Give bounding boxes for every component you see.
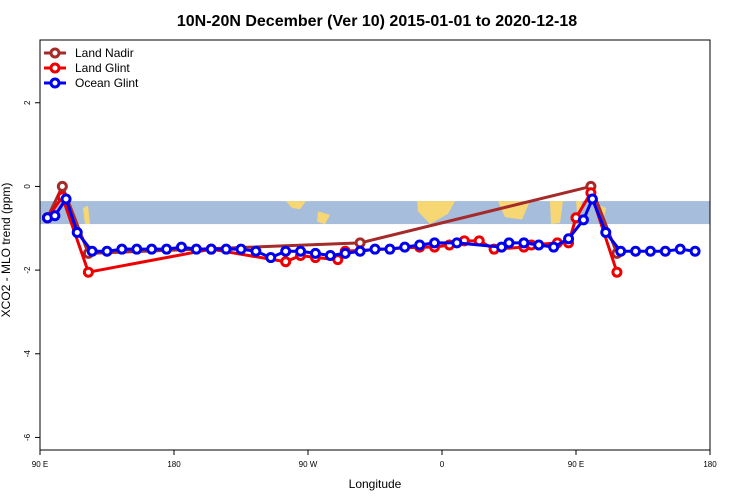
data-point-ocean-glint — [586, 193, 598, 205]
data-point-ocean-glint — [49, 210, 61, 222]
data-point-ocean-glint — [548, 241, 560, 253]
y-tick-label: -4 — [23, 350, 32, 358]
data-point-ocean-glint — [533, 239, 545, 251]
data-point-ocean-glint — [689, 245, 701, 257]
data-point-ocean-glint — [235, 243, 247, 255]
data-point-ocean-glint — [175, 241, 187, 253]
legend-item-ocean-glint: Ocean Glint — [44, 76, 139, 90]
legend-item-land-glint: Land Glint — [44, 61, 130, 75]
x-tick-label: 0 — [440, 460, 445, 469]
data-point-ocean-glint — [71, 226, 83, 238]
data-point-ocean-glint — [429, 237, 441, 249]
legend-label: Ocean Glint — [75, 76, 139, 90]
data-point-ocean-glint — [577, 214, 589, 226]
data-point-land-glint — [611, 266, 623, 278]
x-axis-label: Longitude — [349, 477, 402, 491]
data-point-ocean-glint — [451, 237, 463, 249]
x-tick-label: 90 E — [568, 460, 584, 469]
map-land-6 — [83, 205, 90, 225]
data-point-land-glint — [280, 256, 292, 268]
legend-item-land-nadir: Land Nadir — [44, 46, 134, 60]
y-tick-label: -2 — [23, 266, 32, 274]
y-tick-label: 0 — [23, 184, 32, 189]
map-land-4 — [286, 201, 306, 210]
data-point-ocean-glint — [60, 193, 72, 205]
data-point-ocean-glint — [86, 245, 98, 257]
y-axis-label: XCO2 - MLO trend (ppm) — [0, 183, 13, 318]
data-point-ocean-glint — [220, 243, 232, 255]
legend-marker — [49, 62, 61, 74]
data-point-ocean-glint — [309, 247, 321, 259]
legend-marker — [49, 47, 61, 59]
data-point-ocean-glint — [518, 237, 530, 249]
y-tick-label: 2 — [23, 100, 32, 105]
map-land-0 — [417, 201, 455, 225]
series-ocean-glint — [41, 193, 701, 264]
data-point-ocean-glint — [600, 226, 612, 238]
data-point-ocean-glint — [369, 243, 381, 255]
data-point-ocean-glint — [384, 243, 396, 255]
data-point-ocean-glint — [131, 243, 143, 255]
data-point-ocean-glint — [563, 233, 575, 245]
data-point-ocean-glint — [205, 243, 217, 255]
data-point-ocean-glint — [674, 243, 686, 255]
data-point-ocean-glint — [503, 237, 515, 249]
x-tick-label: 90 E — [32, 460, 48, 469]
x-tick-label: 180 — [703, 460, 717, 469]
series-layer — [41, 180, 701, 278]
data-point-ocean-glint — [354, 245, 366, 257]
data-point-ocean-glint — [146, 243, 158, 255]
data-point-ocean-glint — [116, 243, 128, 255]
data-point-ocean-glint — [615, 245, 627, 257]
data-point-ocean-glint — [101, 245, 113, 257]
map-band-ocean — [40, 201, 710, 225]
x-axis-ticks: 90 E 180 90 W 0 90 E 180 — [32, 450, 717, 469]
data-point-land-glint — [82, 266, 94, 278]
map-land-2 — [550, 201, 563, 225]
data-point-ocean-glint — [399, 241, 411, 253]
data-point-ocean-glint — [161, 243, 173, 255]
data-point-ocean-glint — [659, 245, 671, 257]
world-map-band — [40, 201, 710, 225]
chart-title: 10N-20N December (Ver 10) 2015-01-01 to … — [177, 13, 577, 30]
data-point-ocean-glint — [280, 245, 292, 257]
legend-label: Land Glint — [75, 61, 130, 75]
data-point-ocean-glint — [414, 239, 426, 251]
data-point-ocean-glint — [190, 243, 202, 255]
plot-frame — [39, 39, 711, 451]
y-tick-label: -6 — [23, 433, 32, 441]
data-point-land-nadir — [354, 237, 366, 249]
y-axis-ticks: -6 -4 -2 0 2 — [23, 100, 40, 441]
data-point-land-nadir — [56, 180, 68, 192]
data-point-ocean-glint — [265, 252, 277, 264]
data-point-ocean-glint — [339, 247, 351, 259]
data-point-ocean-glint — [295, 245, 307, 257]
data-point-ocean-glint — [644, 245, 656, 257]
map-land-5 — [317, 211, 330, 225]
x-tick-label: 90 W — [299, 460, 318, 469]
legend-label: Land Nadir — [75, 46, 134, 60]
data-point-ocean-glint — [250, 245, 262, 257]
data-point-ocean-glint — [630, 245, 642, 257]
data-point-ocean-glint — [324, 249, 336, 261]
legend-marker — [49, 77, 61, 89]
x-tick-label: 180 — [167, 460, 181, 469]
